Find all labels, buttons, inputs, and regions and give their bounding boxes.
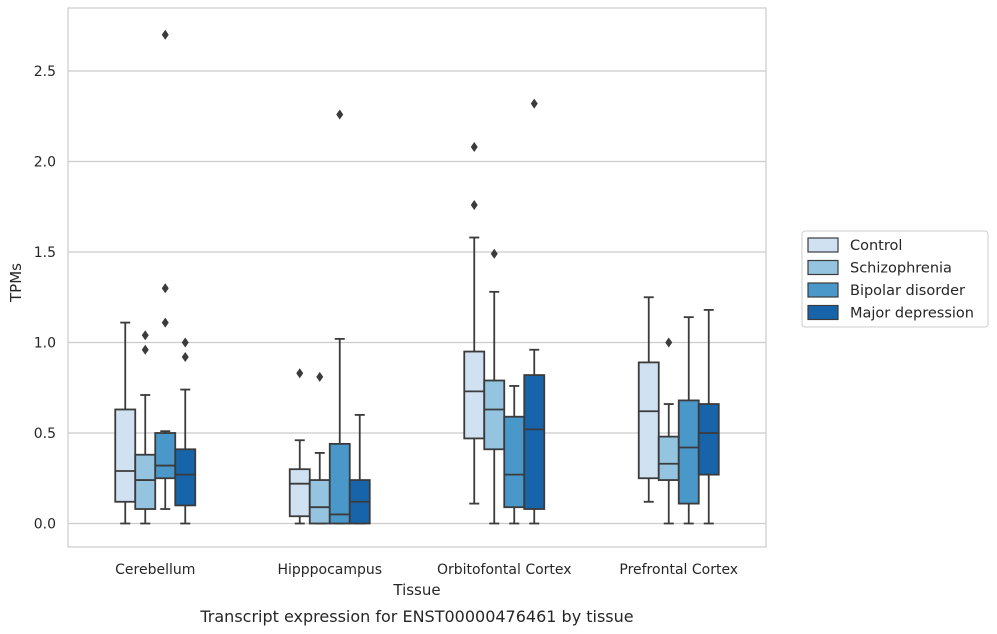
y-tick-label: 0.0 (34, 517, 56, 533)
box-iqr (697, 403, 720, 476)
box-control (637, 296, 660, 503)
box-control (114, 321, 137, 525)
outlier-point (161, 283, 169, 294)
plot-area (67, 7, 767, 548)
x-tick-label: Orbitofontal Cortex (437, 562, 572, 578)
x-tick-label: Hipppocampus (277, 562, 382, 578)
legend-frame (801, 230, 989, 328)
outlier-point (470, 142, 478, 153)
outlier-point (530, 98, 538, 109)
outlier-point (141, 344, 149, 355)
box-major-depression (174, 337, 197, 525)
chart-caption: Transcript expression for ENST0000047646… (199, 607, 633, 626)
x-tick-label: Prefrontal Cortex (619, 562, 738, 578)
outlier-point (181, 337, 189, 348)
x-tick-label: Cerebellum (115, 562, 195, 578)
outlier-point (181, 351, 189, 362)
box-iqr (483, 379, 506, 451)
legend-label: Major depression (850, 306, 974, 322)
box-bipolar-disorder (154, 29, 177, 510)
legend-label: Schizophrenia (850, 261, 952, 277)
box-major-depression (523, 98, 546, 525)
y-tick-label: 2.0 (34, 155, 56, 171)
box-iqr (154, 432, 177, 480)
y-tick-label: 0.5 (34, 426, 56, 442)
legend-swatch (807, 237, 839, 253)
box-iqr (523, 374, 546, 510)
box-iqr (677, 399, 700, 505)
legend-swatch (807, 304, 839, 321)
y-axis-label: TPMs (7, 263, 25, 303)
box-control (288, 368, 311, 525)
outlier-point (665, 337, 673, 348)
box-schizophrenia (483, 248, 506, 525)
box-iqr (463, 350, 486, 440)
box-iqr (114, 408, 137, 503)
box-major-depression (697, 309, 720, 525)
box-iqr (288, 468, 311, 518)
box-iqr (134, 453, 157, 510)
box-iqr (174, 448, 197, 507)
y-axis-ticks: 0.0 0.5 1.0 1.5 2.0 2.5 (34, 64, 56, 533)
legend: Control Schizophrenia Bipolar disorder Majo… (801, 230, 989, 328)
legend-label: Bipolar disorder (850, 283, 965, 299)
y-tick-label: 1.0 (34, 336, 56, 352)
box-iqr (503, 415, 526, 509)
outlier-point (141, 330, 149, 341)
outlier-point (296, 368, 304, 379)
outlier-point (470, 199, 478, 210)
box-marks (114, 29, 720, 525)
box-control (463, 142, 486, 505)
box-major-depression (348, 413, 371, 525)
x-axis-ticks: Cerebellum Hipppocampus Orbitofontal Corte… (115, 562, 738, 578)
outlier-point (490, 248, 498, 259)
box-bipolar-disorder (503, 385, 526, 525)
outlier-point (161, 317, 169, 328)
y-tick-label: 2.5 (34, 64, 56, 80)
box-bipolar-disorder (677, 316, 700, 525)
box-bipolar-disorder (328, 109, 351, 525)
box-iqr (657, 435, 680, 481)
outlier-point (316, 371, 324, 382)
box-iqr (308, 479, 331, 525)
legend-label: Control (850, 238, 902, 254)
box-schizophrenia (657, 337, 680, 525)
outlier-point (336, 109, 344, 120)
box-schizophrenia (134, 330, 157, 525)
box-schizophrenia (308, 371, 331, 525)
legend-swatch (807, 259, 839, 276)
box-iqr (328, 442, 351, 525)
legend-swatch (807, 282, 839, 298)
box-iqr (637, 361, 660, 480)
x-axis-label: Tissue (392, 581, 440, 599)
y-tick-label: 1.5 (34, 245, 56, 261)
outlier-point (161, 29, 169, 40)
